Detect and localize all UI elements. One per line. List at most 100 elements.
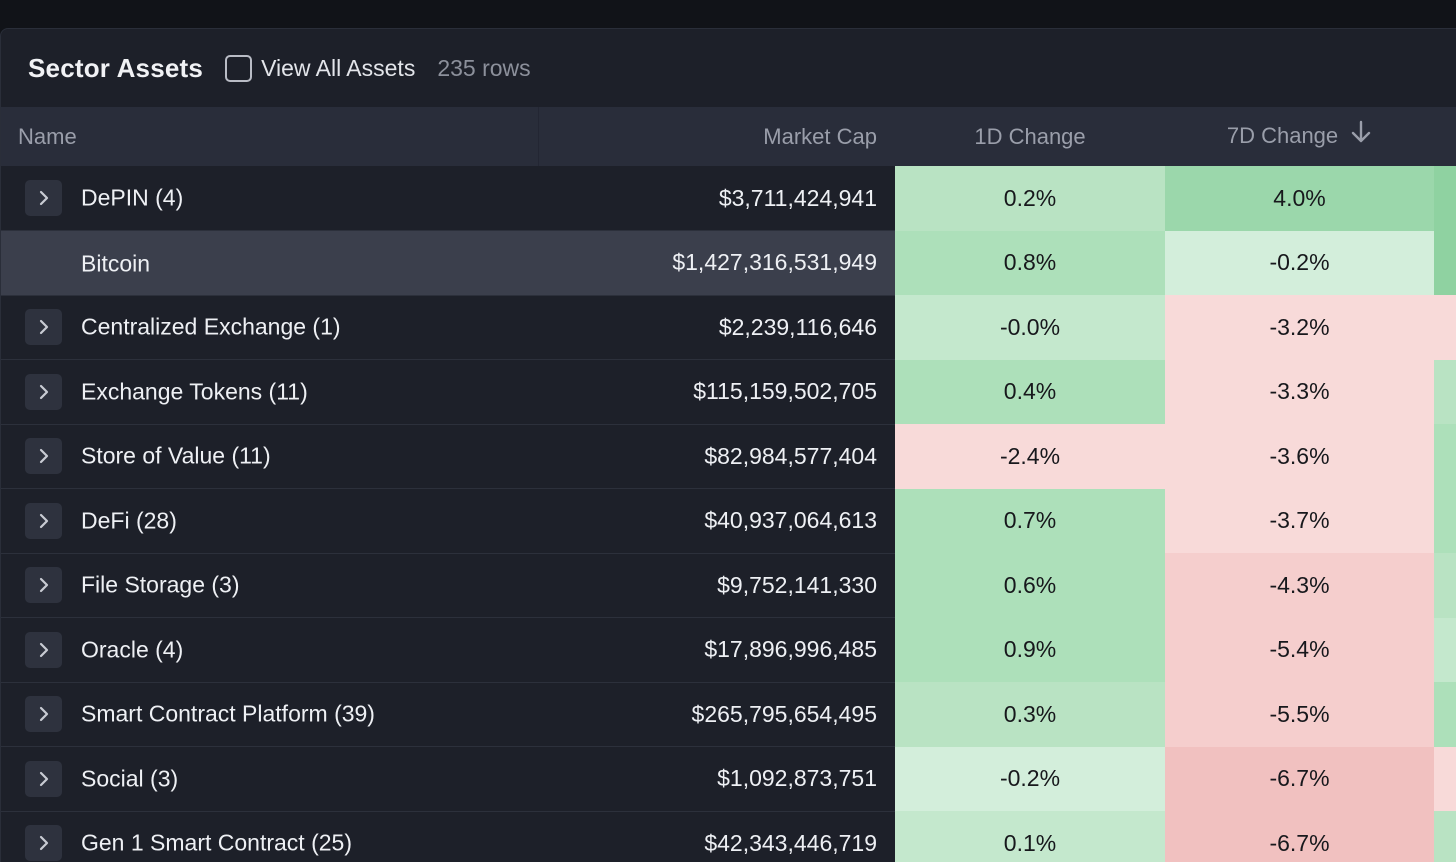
cell-extra [1434, 811, 1456, 862]
cell-1d-change: 0.8% [895, 230, 1165, 295]
table-row[interactable]: DeFi (28) $40,937,064,613 0.7% -3.7% [1, 488, 1456, 554]
expand-row-button[interactable] [25, 180, 62, 216]
table-row[interactable]: Oracle (4) $17,896,996,485 0.9% -5.4% [1, 617, 1456, 683]
expand-row-button[interactable] [25, 438, 62, 475]
cell-market-cap: $9,752,141,330 [538, 553, 895, 618]
cell-extra [1434, 488, 1456, 553]
sector-name: DeFi (28) [81, 507, 177, 534]
table-body: DePIN (4) $3,711,424,941 0.2% 4.0% Bitcoin $1… [1, 166, 1456, 862]
column-header-1d-change[interactable]: 1D Change [895, 107, 1165, 166]
expand-row-button[interactable] [25, 567, 62, 604]
sort-descending-icon[interactable] [1350, 120, 1372, 150]
sector-assets-panel: Sector Assets View All Assets 235 rows N… [0, 28, 1456, 862]
chevron-right-icon [37, 834, 51, 852]
cell-name: DeFi (28) [1, 488, 538, 554]
expand-row-button[interactable] [25, 760, 62, 797]
sector-name: File Storage (3) [81, 571, 240, 598]
column-header-name[interactable]: Name [1, 107, 539, 166]
table-row[interactable]: Exchange Tokens (11) $115,159,502,705 0.4%… [1, 359, 1456, 425]
cell-7d-change: -6.7% [1165, 746, 1434, 811]
cell-7d-change: -0.2% [1165, 230, 1434, 295]
row-count: 235 rows [437, 54, 531, 81]
chevron-right-icon [37, 383, 51, 401]
cell-extra [1434, 166, 1456, 231]
expand-row-button[interactable] [25, 502, 62, 539]
cell-extra [1434, 682, 1456, 747]
table-row[interactable]: Smart Contract Platform (39) $265,795,654… [1, 682, 1456, 747]
cell-extra [1434, 359, 1456, 424]
cell-name: Exchange Tokens (11) [1, 359, 538, 425]
table-row[interactable]: Store of Value (11) $82,984,577,404 -2.4% -… [1, 424, 1456, 489]
column-header-7d-change[interactable]: 7D Change [1165, 107, 1434, 166]
chevron-right-icon [37, 189, 51, 207]
cell-1d-change: 0.9% [895, 617, 1165, 682]
sector-name: Store of Value (11) [81, 442, 271, 469]
sector-name: Gen 1 Smart Contract (25) [81, 829, 352, 856]
table-row[interactable]: Bitcoin $1,427,316,531,949 0.8% -0.2% [1, 230, 1456, 296]
chevron-right-icon [37, 705, 51, 723]
view-all-assets-checkbox[interactable] [225, 54, 253, 82]
cell-1d-change: 0.4% [895, 359, 1165, 424]
cell-extra [1434, 617, 1456, 682]
cell-name: Smart Contract Platform (39) [1, 682, 538, 747]
cell-1d-change: 0.6% [895, 553, 1165, 618]
cell-7d-change: -3.2% [1165, 295, 1434, 360]
column-header-market-cap[interactable]: Market Cap [538, 107, 895, 166]
expand-row-button[interactable] [25, 825, 62, 862]
cell-market-cap: $1,427,316,531,949 [538, 230, 895, 296]
cell-7d-change: -3.3% [1165, 359, 1434, 424]
cell-name: Social (3) [1, 746, 538, 812]
cell-1d-change: -2.4% [895, 424, 1165, 489]
cell-extra [1434, 230, 1456, 295]
cell-1d-change: -0.0% [895, 295, 1165, 360]
table-row[interactable]: File Storage (3) $9,752,141,330 0.6% -4.3% [1, 553, 1456, 618]
cell-market-cap: $265,795,654,495 [538, 682, 895, 747]
table-row[interactable]: Social (3) $1,092,873,751 -0.2% -6.7% [1, 746, 1456, 812]
view-all-assets-toggle[interactable]: View All Assets [225, 54, 416, 82]
cell-extra [1434, 553, 1456, 618]
expand-row-button[interactable] [25, 631, 62, 668]
cell-7d-change: -5.5% [1165, 682, 1434, 747]
panel-title: Sector Assets [28, 52, 204, 83]
expand-row-button[interactable] [25, 309, 62, 346]
chevron-right-icon [37, 576, 51, 594]
cell-market-cap: $42,343,446,719 [538, 811, 895, 862]
cell-market-cap: $40,937,064,613 [538, 488, 895, 554]
cell-name: Bitcoin [1, 230, 538, 296]
cell-extra [1434, 295, 1456, 360]
sector-name: Centralized Exchange (1) [81, 313, 341, 340]
cell-extra [1434, 424, 1456, 489]
chevron-right-icon [37, 641, 51, 659]
cell-1d-change: 0.3% [895, 682, 1165, 747]
cell-7d-change: -4.3% [1165, 553, 1434, 618]
sector-name: Bitcoin [81, 249, 151, 276]
cell-name: DePIN (4) [1, 166, 538, 231]
cell-market-cap: $3,711,424,941 [538, 166, 895, 231]
column-header-extra [1434, 107, 1456, 166]
panel-toolbar: Sector Assets View All Assets 235 rows [1, 29, 1456, 107]
cell-1d-change: 0.1% [895, 811, 1165, 862]
table-row[interactable]: Gen 1 Smart Contract (25) $42,343,446,719… [1, 811, 1456, 862]
chevron-right-icon [37, 447, 51, 465]
sector-name: DePIN (4) [81, 184, 184, 211]
view-all-assets-label[interactable]: View All Assets [261, 54, 416, 81]
table-row[interactable]: Centralized Exchange (1) $2,239,116,646 -0… [1, 295, 1456, 360]
cell-7d-change: -3.6% [1165, 424, 1434, 489]
cell-name: Oracle (4) [1, 617, 538, 683]
table-row[interactable]: DePIN (4) $3,711,424,941 0.2% 4.0% [1, 166, 1456, 231]
sector-name: Social (3) [81, 765, 179, 792]
chevron-right-icon [37, 770, 51, 788]
sector-name: Exchange Tokens (11) [81, 378, 308, 405]
expand-row-button[interactable] [25, 373, 62, 410]
cell-market-cap: $115,159,502,705 [538, 359, 895, 425]
cell-7d-change: 4.0% [1165, 166, 1434, 231]
chevron-right-icon [37, 512, 51, 530]
cell-market-cap: $2,239,116,646 [538, 295, 895, 360]
sector-name: Smart Contract Platform (39) [81, 700, 375, 727]
cell-1d-change: -0.2% [895, 746, 1165, 811]
cell-market-cap: $17,896,996,485 [538, 617, 895, 683]
sector-name: Oracle (4) [81, 636, 184, 663]
cell-name: Gen 1 Smart Contract (25) [1, 811, 538, 862]
cell-7d-change: -3.7% [1165, 488, 1434, 553]
expand-row-button[interactable] [25, 696, 62, 733]
